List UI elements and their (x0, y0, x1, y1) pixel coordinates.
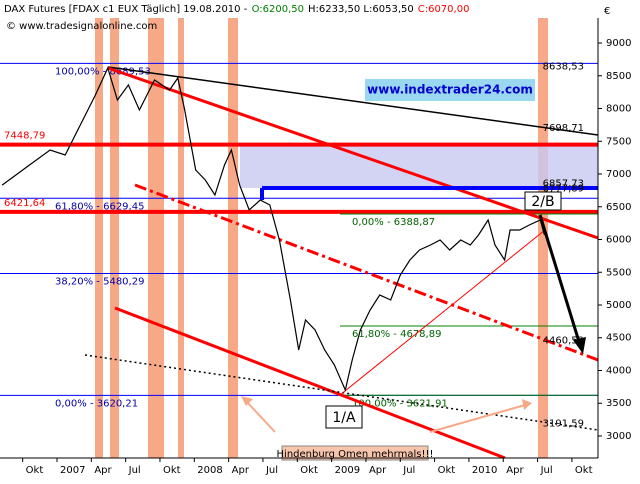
x-tick-label: Okt (575, 465, 593, 476)
x-tick-label: Apr (94, 465, 112, 476)
x-tick-label: Jul (402, 465, 415, 476)
level-label: 7448,79 (4, 131, 45, 142)
wave-box (325, 405, 363, 429)
y-tick-label: 8000 (606, 104, 631, 115)
resistance-zone (240, 143, 598, 188)
header (0, 0, 640, 17)
y-tick-label: 8500 (606, 71, 631, 82)
y-tick-label: 6000 (606, 235, 631, 246)
fib-label: 61,80% - 6629,45 (55, 201, 144, 212)
fib-label: 0,00% - 6388,87 (352, 217, 435, 228)
price-tag: 3191,59 (543, 418, 584, 429)
price-tag: 7698,71 (543, 123, 584, 134)
fib-label: 100,00% - 8689,53 (55, 66, 151, 77)
watermark-box (365, 79, 535, 101)
trendlines (84, 66, 598, 458)
note-arrowhead (241, 396, 253, 406)
x-tick-label: Jul (265, 465, 278, 476)
trendline (114, 306, 506, 458)
copyright: © www.tradesignalonline.com (6, 21, 157, 32)
trendline (84, 354, 598, 431)
omen-band (110, 18, 119, 458)
x-tick-label: Okt (438, 465, 456, 476)
price-tag: 6777,89 (543, 184, 584, 195)
wave-box (524, 191, 562, 211)
fib-label: 38,20% - 5480,29 (55, 277, 144, 288)
x-tick-label: 2008 (197, 465, 222, 476)
omen-band (228, 18, 238, 458)
trendline (107, 66, 598, 136)
level-label: 6421,64 (4, 198, 45, 209)
wave-label: 1/A (332, 410, 356, 426)
fib-label: 0,00% - 3620,21 (55, 398, 138, 409)
note-box (281, 445, 429, 461)
omen-band (95, 18, 103, 458)
ohlc-value: C:6070,00 (418, 4, 470, 15)
forecast-arrowhead (573, 337, 586, 354)
x-tick-label: Okt (300, 465, 318, 476)
x-tick-label: Jul (128, 465, 141, 476)
watermark: www.indextrader24.com (367, 83, 533, 97)
note-arrow (429, 404, 526, 433)
note-arrowhead (522, 399, 532, 410)
y-tick-label: 7500 (606, 136, 631, 147)
x-tick-label: Okt (26, 465, 44, 476)
fib-label: 61,80% - 4678,89 (352, 329, 441, 340)
note-arrow (244, 399, 276, 433)
price-line (1, 66, 545, 392)
trendline (339, 229, 546, 396)
y-tick-label: 7000 (606, 169, 631, 180)
omen-band (538, 18, 548, 458)
forecast-arrow (538, 214, 582, 346)
y-tick-label: 3500 (606, 398, 631, 409)
x-tick-label: Apr (506, 465, 524, 476)
price-tag: 6857,73 (543, 178, 584, 189)
ohlc-value: O:6200,50 (252, 4, 304, 15)
y-tick-label: 5500 (606, 267, 631, 278)
x-tick-label: Apr (232, 465, 250, 476)
x-tick-label: 2010 (472, 465, 497, 476)
omen-band (148, 18, 164, 458)
wave-label: 2/B (531, 194, 554, 210)
price-tag: 4460,52 (543, 335, 584, 346)
trendline (134, 183, 598, 362)
header-title: DAX Futures [FDAX c1 EUX Täglich] 19.08.… (4, 4, 469, 15)
omen-band (178, 18, 184, 458)
x-tick-label: 2007 (60, 465, 85, 476)
y-tick-label: 6500 (606, 202, 631, 213)
y-tick-label: 4000 (606, 365, 631, 376)
x-tick-label: Jul (540, 465, 553, 476)
fib-label: 100,00% - 3621,91 (352, 398, 448, 409)
trendline (107, 66, 598, 240)
y-tick-label: 4500 (606, 333, 631, 344)
x-tick-label: Apr (369, 465, 387, 476)
y-tick-label: 9000 (606, 38, 631, 49)
ohlc-value: H:6233,50 L:6053,50 (308, 4, 414, 15)
currency: € (604, 6, 610, 17)
y-tick-label: 5000 (606, 300, 631, 311)
price-tag: 8638,53 (543, 62, 584, 73)
note: Hindenburg Omen mehrmals!!! (277, 449, 434, 460)
omen-bands (95, 18, 598, 458)
x-tick-label: Okt (163, 465, 181, 476)
title: DAX Futures [FDAX c1 EUX Täglich] 19.08.… (4, 4, 248, 15)
y-tick-label: 3000 (606, 431, 631, 442)
x-tick-label: 2009 (335, 465, 360, 476)
